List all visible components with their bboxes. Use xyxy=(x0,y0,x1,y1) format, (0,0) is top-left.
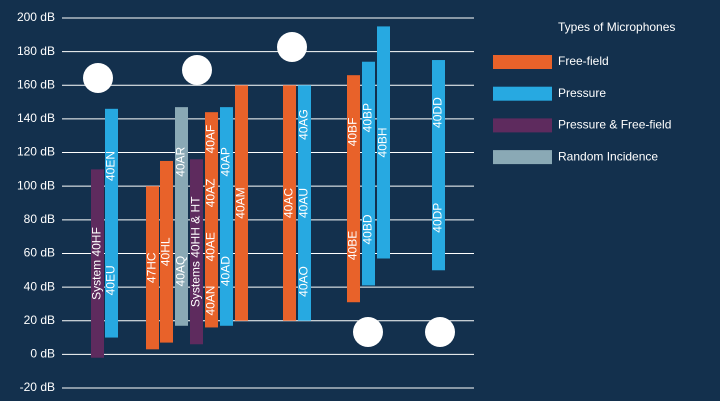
bar-label: 40AO xyxy=(297,266,311,297)
size-badge-label: ⅛“ xyxy=(432,325,448,339)
bar-label: 40AC xyxy=(282,188,296,218)
bar-label: 40BP xyxy=(361,103,375,132)
range-bar xyxy=(362,61,375,286)
bar-label: 47HC xyxy=(145,252,159,283)
y-tick-label: 160 dB xyxy=(17,77,55,91)
y-tick-label: 120 dB xyxy=(17,145,55,159)
size-badge-label: ½“ xyxy=(189,63,205,77)
bar-label: 40DD xyxy=(431,97,445,128)
bar-label: Systems 40HH & HT xyxy=(189,196,203,307)
bar-label: 40AM xyxy=(234,187,248,218)
bar-label: 40BF xyxy=(346,118,360,147)
bar-label: 40BE xyxy=(346,231,360,260)
size-badge-label: 1“ xyxy=(92,71,105,85)
bar-label: 40EN xyxy=(104,151,118,181)
bar-label: 40AR xyxy=(174,146,188,176)
range-bar xyxy=(160,160,173,343)
y-tick-label: 100 dB xyxy=(17,178,55,192)
y-tick-label: 60 dB xyxy=(24,246,55,260)
legend-swatch xyxy=(493,150,552,165)
y-tick-label: 180 dB xyxy=(17,44,55,58)
range-bar xyxy=(220,107,233,326)
bar-label: 40AP xyxy=(219,147,233,176)
bar-label: 40HL xyxy=(159,237,173,266)
range-bar xyxy=(432,60,445,271)
range-bar xyxy=(146,186,159,350)
range-bar xyxy=(283,85,296,321)
bar-label: System 40HF xyxy=(90,227,104,300)
legend-swatch xyxy=(493,55,552,69)
size-badge xyxy=(83,63,113,93)
legend-title: Types of Microphones xyxy=(558,20,675,34)
y-tick-label: 140 dB xyxy=(17,111,55,125)
range-bar xyxy=(91,169,104,358)
range-bar xyxy=(347,75,360,303)
bar-label: 40BD xyxy=(361,214,375,244)
legend-swatch xyxy=(493,118,552,133)
legend-label: Pressure & Free-field xyxy=(558,118,671,132)
bar-label: 40AG xyxy=(297,109,311,140)
bar-label: 40AF xyxy=(204,125,218,154)
bar-label: 40EU xyxy=(104,265,118,295)
legend-label: Pressure xyxy=(558,86,606,100)
size-badge xyxy=(353,317,383,347)
bar-label: 40AN xyxy=(204,286,218,316)
y-tick-label: 80 dB xyxy=(24,212,55,226)
legend-label: Random Incidence xyxy=(558,149,658,163)
y-tick-label: 200 dB xyxy=(17,10,55,24)
y-tick-label: 40 dB xyxy=(24,279,55,293)
range-bar xyxy=(377,26,390,259)
y-tick-label: 20 dB xyxy=(24,313,55,327)
bar-label: 40AZ xyxy=(204,179,218,208)
bar-label: 40DP xyxy=(431,203,445,233)
legend-label: Free-field xyxy=(558,54,609,68)
bar-label: 40AE xyxy=(204,232,218,261)
range-bar xyxy=(205,112,218,328)
range-bar xyxy=(235,85,248,321)
size-badge-label: ¼“ xyxy=(360,325,376,339)
size-badge xyxy=(277,32,307,62)
bar-label: 40BH xyxy=(376,127,390,157)
bar-label: 40AD xyxy=(219,256,233,286)
legend-swatch xyxy=(493,86,552,101)
bar-label: 40AU xyxy=(297,188,311,218)
size-badge xyxy=(182,55,212,85)
range-bar xyxy=(298,85,311,321)
bar-label: 40AQ xyxy=(174,256,188,287)
y-tick-label: 0 dB xyxy=(30,347,55,361)
size-badge xyxy=(425,317,455,347)
range-bar xyxy=(175,107,188,326)
range-bar xyxy=(190,159,203,345)
size-badge-label: ½“ xyxy=(284,40,300,54)
range-bar xyxy=(105,108,118,338)
y-tick-label: -20 dB xyxy=(20,380,55,394)
